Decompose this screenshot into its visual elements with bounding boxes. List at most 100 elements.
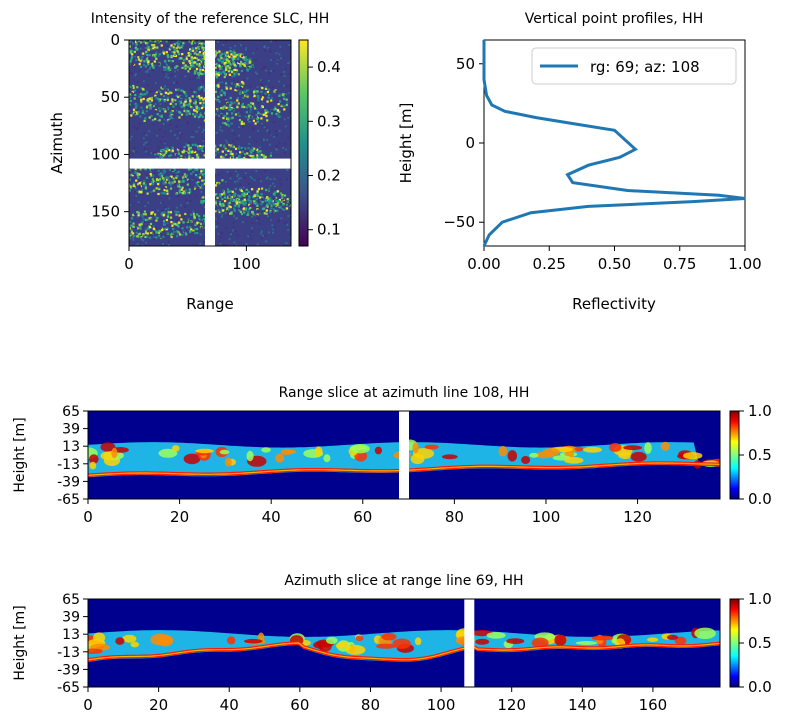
y-tick-label: 50 [101, 88, 120, 106]
canopy-return [591, 635, 614, 641]
canopy-return [286, 449, 297, 454]
x-tick-label: 160 [639, 696, 668, 714]
canopy-return [219, 449, 230, 455]
canopy-return [246, 450, 254, 462]
canopy-return [694, 627, 716, 639]
colorbar-tick-label: 0.5 [748, 446, 772, 464]
canopy-return [564, 457, 584, 464]
x-tick-label: 100 [427, 696, 456, 714]
x-tick-label: 100 [232, 255, 261, 273]
y-tick-label: 100 [91, 145, 120, 163]
colorbar-tick-label: 1.0 [748, 402, 772, 420]
x-tick-label: 120 [497, 696, 526, 714]
intensity-frame [128, 39, 292, 247]
x-tick-label: 60 [353, 508, 372, 526]
x-tick-label: 0.75 [663, 255, 696, 273]
x-tick-label: 40 [220, 696, 239, 714]
canopy-return [376, 643, 396, 649]
colorbar-tick-label: 0.5 [748, 634, 772, 652]
range-slice-panel: Range slice at azimuth line 108, HH 0 20 4… [12, 385, 772, 526]
canopy-return [318, 641, 332, 652]
canopy-return [224, 457, 232, 467]
canopy-return [157, 634, 174, 647]
x-tick-label: 20 [149, 696, 168, 714]
y-tick-label: 65 [62, 404, 80, 420]
x-tick-label: 1.00 [728, 255, 761, 273]
y-tick-label: 13 [62, 439, 80, 455]
range-slice-colorbar: 0.0 0.5 1.0 [729, 402, 772, 508]
range-slice-title: Range slice at azimuth line 108, HH [279, 385, 530, 401]
canopy-return [623, 445, 642, 451]
canopy-return [226, 636, 236, 645]
y-tick-label: 150 [91, 203, 120, 221]
range-slice-frame [87, 410, 721, 500]
azimuth-slice-colorbar: 0.0 0.5 1.0 [729, 590, 772, 696]
canopy-return [660, 441, 670, 451]
canopy-return [414, 637, 422, 646]
azimuth-slice-marker [464, 599, 475, 687]
y-tick-label: 50 [456, 55, 475, 73]
canopy-return [574, 446, 584, 452]
canopy-return [618, 451, 633, 460]
y-tick-label: 65 [62, 592, 80, 608]
intensity-ylabel: Azimuth [48, 112, 66, 174]
x-tick-label: 0 [83, 508, 93, 526]
crosshair [129, 40, 291, 246]
x-tick-label: 140 [568, 696, 597, 714]
intensity-title: Intensity of the reference SLC, HH [91, 11, 329, 27]
x-tick-label: 20 [170, 508, 189, 526]
canopy-return [674, 636, 687, 645]
canopy-return [350, 444, 370, 454]
canopy-return [424, 444, 439, 450]
canopy-return [608, 442, 622, 452]
intensity-xlabel: Range [186, 295, 234, 313]
canopy-return [647, 637, 659, 642]
x-tick-label: 100 [532, 508, 561, 526]
canopy-return [630, 451, 647, 462]
x-tick-label: 0 [83, 696, 93, 714]
canopy-return [275, 453, 285, 463]
canopy-return [507, 450, 518, 462]
canopy-return [345, 644, 366, 655]
y-tick-label: 0 [465, 134, 475, 152]
profile-legend: rg: 69; az: 108 [531, 47, 737, 85]
profile-title: Vertical point profiles, HH [525, 11, 703, 27]
canopy-return [531, 637, 549, 648]
azimuth-slice-ylabel: Height [m] [12, 605, 28, 680]
canopy-return [575, 641, 598, 645]
y-tick-label: -39 [57, 662, 80, 678]
range-slice-marker [399, 411, 409, 499]
azimuth-slice-frame [87, 598, 721, 688]
y-tick-label: −50 [443, 213, 475, 231]
canopy-return [122, 634, 137, 643]
x-tick-label: 80 [361, 696, 380, 714]
canopy-return [244, 638, 263, 644]
x-tick-label: 0.00 [467, 255, 500, 273]
canopy-return [100, 442, 116, 452]
range-slice-ylabel: Height [m] [12, 417, 28, 492]
y-tick-label: 0 [110, 31, 120, 49]
profile-panel: Vertical point profiles, HH 0.00 0.25 0.50… [397, 11, 762, 313]
y-tick-label: -65 [57, 680, 80, 696]
canopy-return [261, 447, 271, 453]
canopy-return [486, 632, 506, 639]
canopy-return [326, 636, 338, 645]
profile-line [482, 40, 746, 247]
canopy-return [666, 634, 679, 640]
canopy-return [111, 447, 118, 459]
azimuth-slice-image [88, 599, 720, 687]
canopy-return [89, 454, 99, 464]
colorbar-tick-label: 0.1 [317, 221, 341, 239]
canopy-return [355, 635, 364, 641]
colorbar-tick-label: 0.0 [748, 678, 772, 696]
crosshair-vertical [205, 40, 215, 246]
canopy-return [475, 638, 490, 645]
canopy-return [412, 442, 419, 454]
canopy-return [529, 452, 539, 458]
profile-xlabel: Reflectivity [572, 295, 656, 313]
x-tick-label: 40 [262, 508, 281, 526]
canopy-return [521, 456, 531, 464]
colorbar-tick-label: 0.4 [317, 58, 341, 76]
canopy-return [314, 446, 323, 457]
